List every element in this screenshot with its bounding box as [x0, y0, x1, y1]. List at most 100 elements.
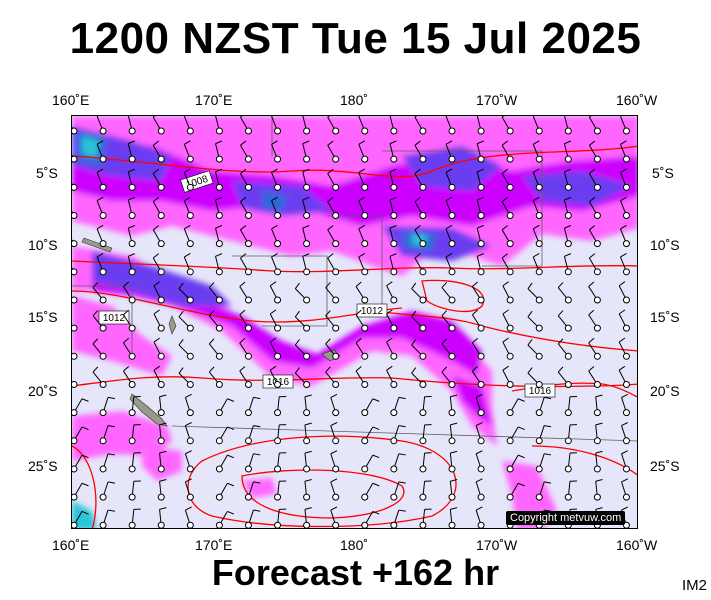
wind-barb-feather: [153, 309, 160, 315]
wind-barb-station: [564, 352, 572, 360]
isobar-label-1012-west: 1012: [98, 310, 130, 325]
isobar-label-text: 1016: [529, 386, 552, 397]
wind-barb-station: [274, 437, 282, 445]
wind-barb-station: [215, 240, 223, 248]
wind-barb-station: [274, 324, 282, 332]
wind-barb-feather: [501, 253, 508, 259]
wind-barb-station: [215, 521, 223, 528]
wind-barb-feather: [411, 339, 417, 346]
wind-barb-feather: [153, 365, 160, 371]
wind-barb-station: [274, 493, 282, 501]
wind-barb-feather: [398, 481, 406, 484]
wind-barb-feather: [327, 140, 334, 146]
wind-barb-feather: [441, 366, 448, 373]
wind-barb-station: [622, 352, 630, 360]
isobar-label-1012-mid: 1012: [356, 303, 388, 318]
wind-barb-feather: [152, 140, 160, 146]
wind-barb-station: [506, 465, 514, 473]
wind-barb-feather: [178, 367, 184, 374]
wind-barb-station: [506, 437, 514, 445]
left-lat-label-25s: 25˚S: [28, 458, 58, 474]
rain-area-band-west: [72, 296, 172, 376]
wind-barb-station: [244, 324, 252, 332]
wind-barb-feather: [527, 367, 533, 374]
top-lon-label-180: 180˚: [340, 92, 369, 108]
wind-barb-feather: [398, 396, 406, 400]
wind-barb-station: [128, 183, 136, 191]
wind-barb-station: [72, 155, 78, 163]
wind-barb-station: [419, 183, 427, 191]
wind-barb-station: [448, 437, 456, 445]
wind-barb-feather: [208, 366, 215, 373]
wind-barb-station: [622, 240, 630, 248]
wind-barb-feather: [517, 454, 525, 459]
wind-barb-station: [390, 493, 398, 501]
wind-barb-station: [593, 183, 601, 191]
wind-barb-station: [564, 155, 572, 163]
wind-barb-feather: [532, 168, 540, 173]
wind-barb-station: [477, 465, 485, 473]
wind-barb-feather: [227, 482, 235, 487]
wind-barb-station: [390, 465, 398, 473]
wind-barb-feather: [501, 196, 508, 203]
wind-barb-feather: [271, 224, 278, 230]
wind-barb-station: [419, 155, 427, 163]
wind-barb-feather: [386, 309, 393, 315]
wind-barb-station: [72, 352, 78, 360]
wind-barb-station: [622, 324, 630, 332]
wind-barb-feather: [185, 450, 192, 455]
wind-barb-station: [390, 324, 398, 332]
wind-barb-feather: [128, 253, 135, 257]
wind-barb-station: [390, 127, 398, 135]
wind-barb-feather: [589, 253, 596, 259]
wind-barb-station: [186, 240, 194, 248]
wind-barb-feather: [253, 481, 261, 484]
wind-barb-feather: [445, 196, 453, 202]
wind-barb-feather: [304, 394, 312, 398]
wind-barb-feather: [621, 422, 629, 427]
wind-barb-station: [593, 155, 601, 163]
wind-barb-feather: [544, 425, 552, 428]
wind-barb-station: [477, 268, 485, 276]
wind-barb-station: [99, 183, 107, 191]
wind-barb-station: [593, 240, 601, 248]
wind-barb-station: [72, 380, 78, 388]
wind-barb-station: [332, 155, 340, 163]
wind-barb-station: [622, 465, 630, 473]
wind-barb-station: [332, 493, 340, 501]
wind-barb-station: [593, 211, 601, 219]
wind-barb-feather: [240, 225, 247, 231]
wind-barb-station: [332, 380, 340, 388]
wind-barb-feather: [128, 196, 135, 201]
wind-barb-station: [244, 493, 252, 501]
wind-barb-station: [186, 127, 194, 135]
wind-barb-feather: [386, 337, 393, 343]
wind-barb-station: [72, 521, 78, 528]
wind-barb-feather: [414, 116, 418, 118]
wind-barb-feather: [564, 225, 572, 229]
wind-barb-station: [157, 240, 165, 248]
wind-barb-feather: [557, 282, 564, 288]
wind-barb-feather: [253, 396, 261, 400]
wind-barb-feather: [532, 224, 540, 230]
wind-barb-feather: [502, 337, 509, 343]
wind-barb-station: [72, 211, 78, 219]
wind-barb-station: [244, 296, 252, 304]
wind-barb-station: [419, 324, 427, 332]
wind-barb-station: [72, 493, 78, 501]
wind-barb-station: [274, 155, 282, 163]
bottom-lon-label-160w: 160˚W: [616, 537, 658, 553]
wind-barb-station: [419, 211, 427, 219]
wind-barb-feather: [557, 338, 564, 345]
wind-barb-station: [244, 465, 252, 473]
wind-barb-station: [303, 211, 311, 219]
wind-barb-feather: [502, 365, 509, 371]
wind-barb-feather: [239, 366, 246, 372]
wind-barb-station: [99, 437, 107, 445]
wind-barb-station: [535, 183, 543, 191]
wind-barb-feather: [184, 168, 191, 173]
wind-barb-feather: [358, 168, 366, 173]
wind-barb-feather: [184, 140, 191, 145]
isobar-south-inner: [241, 469, 405, 519]
wind-barb-feather: [239, 309, 246, 316]
